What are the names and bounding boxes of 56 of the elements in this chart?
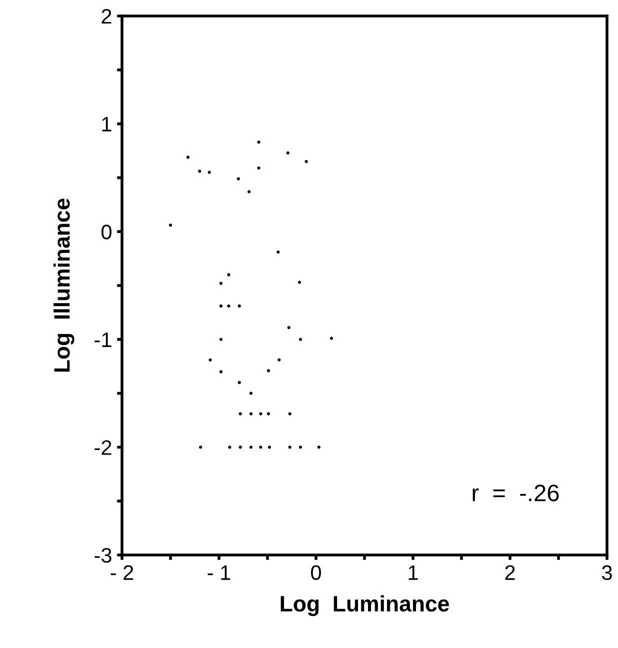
y-tick-label: -2 (94, 440, 112, 455)
y-tick-label: 0 (102, 224, 112, 240)
point (198, 170, 202, 173)
point (266, 369, 270, 372)
point (249, 446, 253, 449)
point (227, 273, 230, 276)
y-tick-label: -3 (94, 548, 112, 563)
point (168, 224, 172, 227)
point (298, 446, 302, 449)
x-axis-title: Log Luminance (280, 595, 449, 616)
point (298, 280, 302, 284)
point (259, 446, 262, 449)
point (249, 412, 253, 416)
point (287, 326, 290, 330)
point (238, 412, 242, 416)
y-tick-label: -1 (94, 332, 112, 347)
point (317, 446, 320, 449)
point (304, 160, 308, 164)
point (248, 190, 251, 194)
point (227, 304, 230, 308)
point (298, 338, 302, 341)
point (236, 177, 240, 180)
point (219, 370, 222, 374)
point (330, 336, 334, 340)
point (288, 446, 292, 449)
point (257, 140, 260, 144)
point (208, 170, 211, 174)
point (286, 151, 290, 154)
x-tick-label: 2 (505, 565, 515, 580)
point (219, 304, 222, 308)
x-tick-label: - 2 (110, 565, 134, 580)
point (288, 412, 292, 416)
y-tick-label: 1 (102, 117, 112, 132)
point (259, 412, 262, 416)
point (219, 282, 222, 285)
point (199, 446, 202, 449)
point (238, 304, 241, 308)
point (186, 156, 190, 159)
point (278, 358, 281, 362)
point (249, 392, 253, 395)
point (257, 166, 260, 170)
x-tick-label: - 1 (208, 565, 230, 580)
point (266, 412, 270, 416)
point (208, 358, 212, 362)
y-axis-title: Log Illuminance (54, 198, 74, 372)
x-tick-label: 1 (408, 565, 418, 580)
point (276, 250, 280, 254)
point (238, 380, 241, 384)
point (268, 446, 271, 449)
point (228, 446, 232, 449)
point (238, 446, 242, 449)
y-tick-label: 2 (102, 9, 112, 24)
point (219, 338, 222, 341)
annotation: r = -.26 (472, 484, 559, 502)
x-tick-label: 3 (602, 565, 612, 580)
x-tick-label: 0 (311, 565, 321, 580)
